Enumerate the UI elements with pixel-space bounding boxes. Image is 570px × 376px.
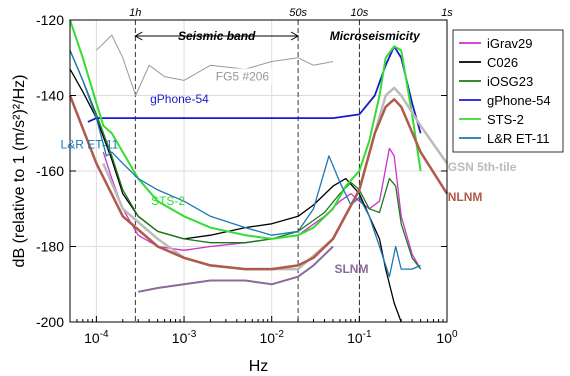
annotation-fg5-206: FG5 #206 [216,69,270,83]
seismic-band-label: Seismic band [178,29,256,43]
annotation-nlnm: NLNM [448,190,483,204]
microseismicity-label: Microseismicity [330,29,421,43]
x-tick-label--1: 10-1 [347,329,372,346]
series-lines [68,19,449,323]
period-label-1s: 1s [441,7,453,19]
legend-label-sts-2: STS-2 [487,112,524,127]
seismic-band-arrow-right [290,31,300,41]
series-line-slnm [138,245,334,293]
x-axis-label: Hz [249,358,269,375]
annotation-bg-fg5 [211,68,272,85]
x-tick-label-0: 100 [436,329,458,346]
period-label-10s: 10s [350,7,368,19]
legend-box [452,29,564,153]
annotation-slnm: SLNM [334,262,368,276]
annotation-gsn-5th-tile: GSN 5th-tile [448,160,517,174]
legend-label-igrav29: iGrav29 [487,36,533,51]
legend-label-c026: C026 [487,55,518,70]
series-line-c026 [69,68,402,323]
legend: iGrav29 C026 iOSG23 gPhone-54 STS-2 L&R ET-11 [452,29,564,153]
legend-label-iosg23: iOSG23 [487,74,533,89]
annotation-l-r-et-11: L&R ET-11 [61,137,119,151]
y-tick-label-140: -140 [36,88,64,104]
period-markers: 1h 50s 10s 1s Seismic band Microseismicity [129,7,453,322]
series-line-gphone-54 [87,45,422,134]
series-line-fg5-206 [96,34,334,96]
y-tick-label-160: -160 [36,163,64,179]
x-tick-label--2: 10-2 [259,329,284,346]
x-tick-label--3: 10-3 [172,329,197,346]
series-line-sts-2 [69,19,422,240]
annotation-sts-2: STS-2 [151,194,185,208]
legend-label-gphone-54: gPhone-54 [487,93,551,108]
x-tick-label--4: 10-4 [84,329,109,346]
seismic-band-arrow-left [134,31,143,41]
series-line-l-r-et-11 [69,49,421,278]
period-label-1h: 1h [129,7,141,19]
legend-label-l-r-et-11: L&R ET-11 [487,131,550,146]
y-tick-label-180: -180 [36,239,64,255]
series-line-gsn-5th-tile [102,86,449,271]
annotation-gphone-54: gPhone-54 [150,92,209,106]
annotations: FG5 #206 gPhone-54 L&R ET-11 STS-2 GSN 5th-t… [61,68,517,276]
series-line-igrav29 [102,147,422,270]
y-tick-label-200: -200 [36,314,64,330]
axis-ticks: -200 -180 -160 -140 -120 10-4 10-3 10-2 10-1 100 [36,12,458,346]
y-tick-label-120: -120 [36,12,64,28]
period-label-50s: 50s [289,7,307,19]
y-axis-label: dB (relative to 1 (m/s²)²/Hz) [11,75,28,268]
series-line-nlnm [68,95,449,271]
